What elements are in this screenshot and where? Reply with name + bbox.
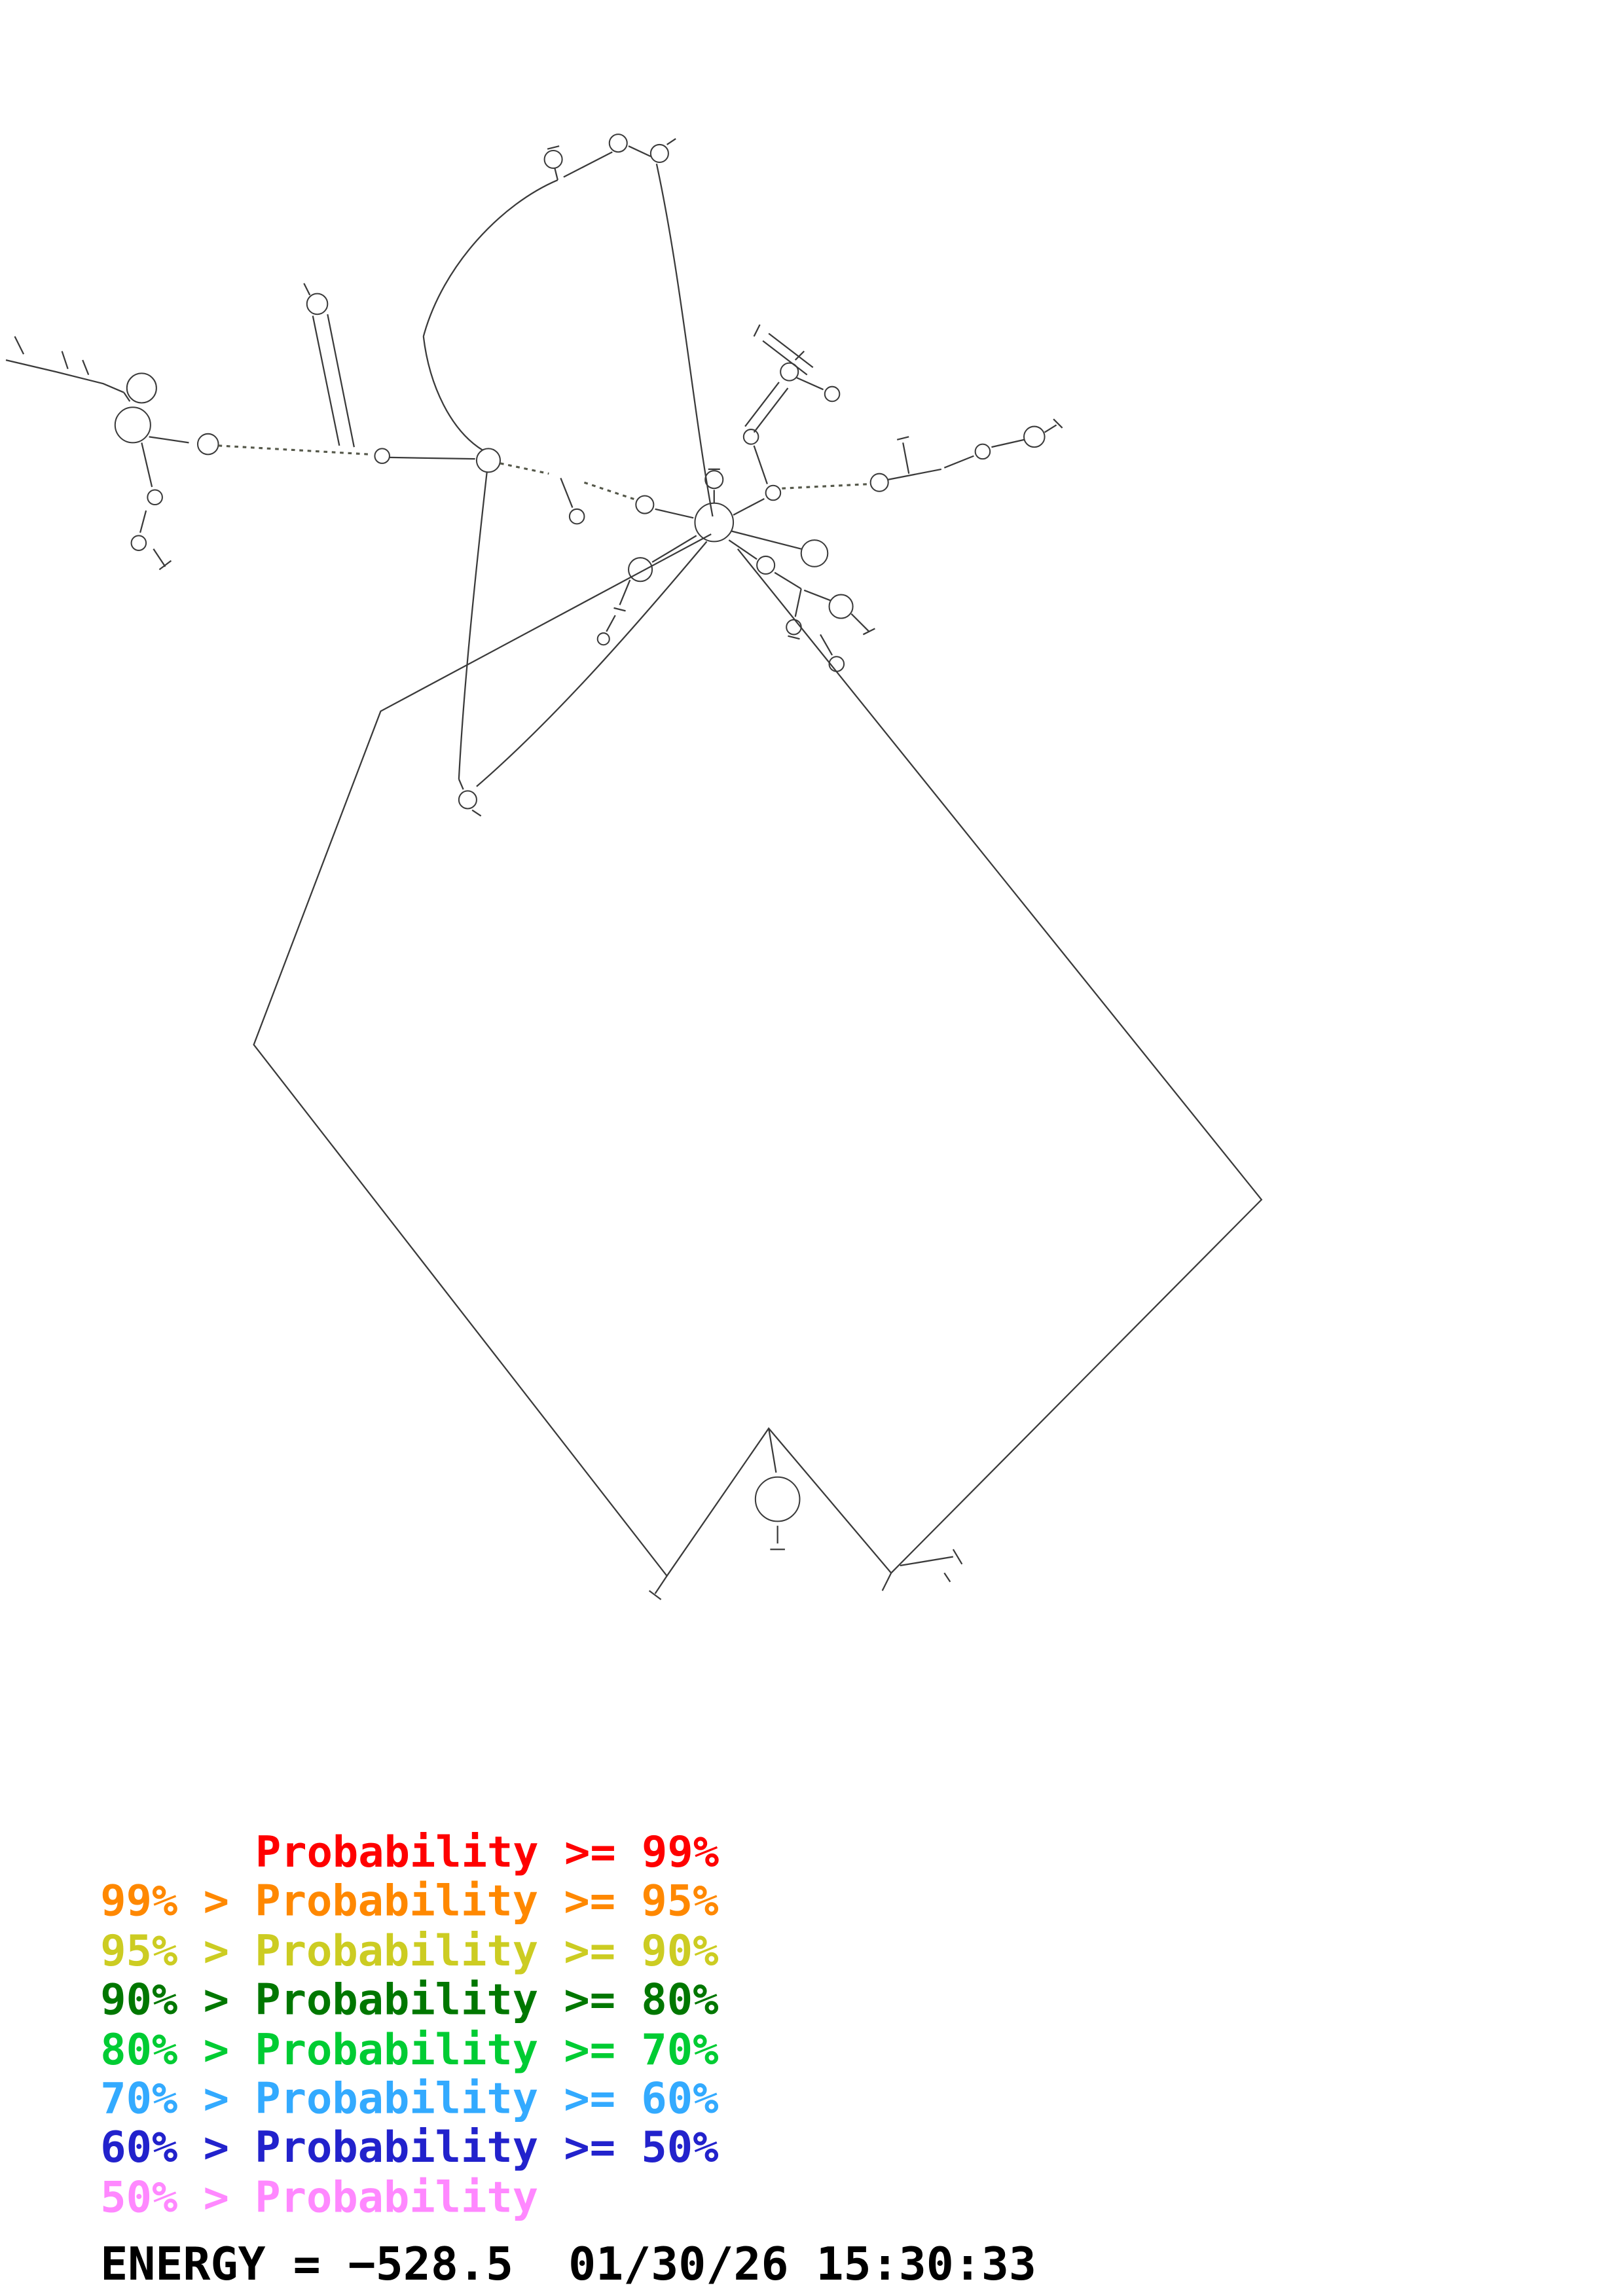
loop-circle — [828, 656, 845, 672]
loop-circle — [608, 134, 628, 153]
probability-legend: Probability >= 99% 99% > Probability >= … — [100, 1827, 719, 2223]
legend-line: 99% > Probability >= 95% — [100, 1876, 718, 1926]
backbone-path — [139, 510, 147, 533]
backbone-path — [651, 535, 697, 563]
backbone-path — [422, 336, 483, 451]
backbone-path — [422, 179, 558, 337]
loop-circle — [704, 470, 724, 490]
backbone-path — [560, 478, 574, 508]
loop-circle — [568, 508, 585, 525]
loop-circle — [126, 372, 157, 404]
legend-line: 90% > Probability >= 80% — [100, 1975, 718, 2024]
legend-line: 80% > Probability >= 70% — [100, 2025, 718, 2075]
backbone-path — [666, 137, 676, 145]
backbone-path — [768, 1428, 785, 1551]
loop-circle — [649, 143, 669, 164]
backbone-path — [547, 145, 613, 178]
backbone-path — [655, 508, 694, 519]
loop-circle — [756, 555, 776, 575]
backbone-path — [731, 530, 802, 550]
backbone-path — [312, 314, 355, 448]
backbone-path — [471, 809, 482, 817]
loop-circle — [475, 448, 501, 473]
backbone-path — [458, 472, 488, 790]
legend-line: 95% > Probability >= 90% — [100, 1926, 718, 1976]
loop-circle — [114, 406, 151, 444]
backbone-path — [782, 482, 871, 490]
loop-circle — [628, 557, 653, 583]
backbone-path — [389, 456, 475, 460]
backbone-path — [820, 613, 875, 656]
backbone-path — [888, 436, 974, 480]
backbone-path — [733, 498, 765, 516]
loop-circle — [635, 495, 655, 514]
legend-line: 70% > Probability >= 60% — [100, 2073, 718, 2123]
loop-circle — [765, 484, 782, 501]
backbone-path — [1044, 418, 1063, 433]
loop-circle — [974, 443, 991, 460]
loop-circle — [596, 632, 610, 646]
backbone-path — [123, 392, 189, 444]
loop-circle — [780, 362, 799, 382]
loop-circle — [824, 386, 841, 403]
backbone-path — [753, 445, 768, 484]
backbone-path — [583, 481, 638, 501]
backbone-path — [881, 1549, 963, 1591]
backbone-path — [606, 579, 631, 632]
backbone-path — [655, 164, 714, 517]
backbone-path — [628, 145, 651, 157]
backbone-path — [788, 589, 831, 640]
loop-circle — [543, 149, 563, 170]
backbone-path — [774, 571, 802, 617]
loop-circle — [828, 594, 854, 619]
backbone-path — [554, 168, 558, 181]
structure-group — [5, 134, 1263, 1600]
loop-circle — [458, 790, 477, 810]
backbone-path — [218, 444, 373, 456]
backbone-path — [5, 336, 124, 393]
backbone-path — [141, 442, 153, 488]
backbone-path — [648, 1575, 668, 1600]
backbone-path — [753, 324, 814, 376]
backbone-path — [476, 541, 708, 787]
loop-circle — [800, 539, 829, 567]
backbone-path — [728, 539, 757, 560]
legend-line: Probability >= 99% — [255, 1827, 719, 1877]
legend-line: 60% > Probability >= 50% — [100, 2123, 718, 2172]
loop-circle — [147, 489, 163, 506]
loop-circle — [374, 448, 390, 464]
backbone-path — [500, 462, 549, 475]
loop-circle — [754, 1476, 801, 1522]
backbone-path — [991, 439, 1025, 448]
loop-circle — [130, 535, 147, 551]
backbone-path — [794, 350, 824, 391]
loop-circle — [306, 293, 329, 315]
loop-circle — [869, 473, 889, 492]
loop-circle — [694, 502, 735, 543]
legend-line: 50% > Probability — [100, 2172, 538, 2222]
loop-circle — [786, 619, 802, 636]
energy-label: ENERGY = −528.5 01/30/26 15:30:33 — [100, 2238, 1036, 2291]
backbone-path — [303, 283, 311, 296]
loop-circle — [742, 429, 759, 445]
backbone-path — [253, 533, 1263, 1577]
backbone-path — [153, 548, 172, 571]
loop-circle — [196, 433, 219, 456]
backbone-path — [744, 382, 789, 433]
loop-circle — [1023, 425, 1046, 448]
